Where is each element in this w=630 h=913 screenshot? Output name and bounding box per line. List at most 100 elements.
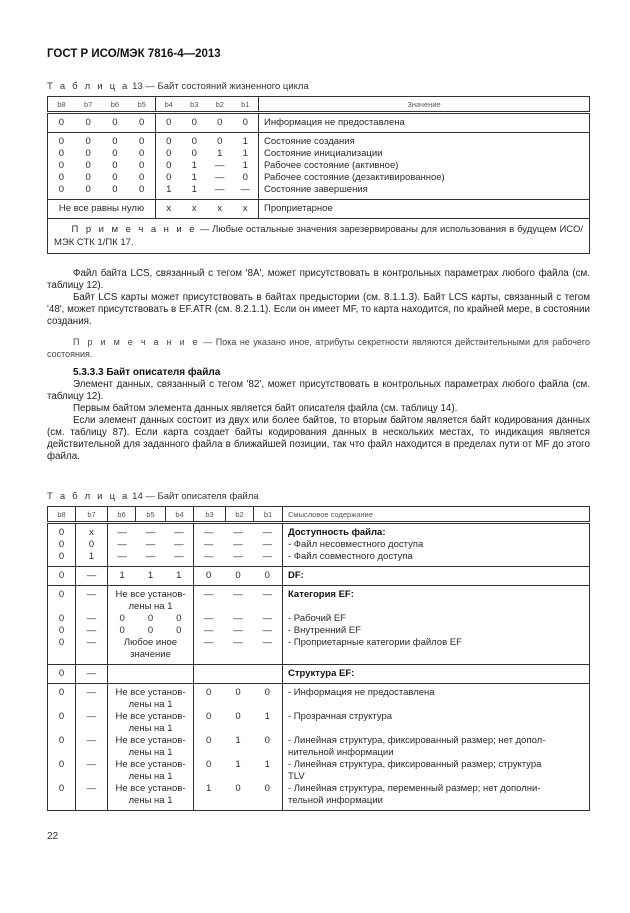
bit-value: 0 — [235, 570, 241, 581]
bit-value: 1 — [166, 184, 172, 195]
cell-line — [194, 699, 282, 711]
note-label: П р и м е ч а н и е — [73, 337, 200, 347]
section-heading: 5.3.3.3 Байт описателя файла — [73, 367, 221, 378]
bit-value: 0 — [119, 613, 125, 624]
cell-line: Состояние завершения — [264, 184, 368, 195]
bits-b6-b4: Не все установ-лены на 1 Не все установ-л… — [107, 683, 194, 811]
column-header: b7 — [75, 506, 108, 524]
bit-value: — — [262, 613, 273, 624]
table-13-caption: Т а б л и ц а 13 — Байт состояний жизнен… — [47, 81, 590, 92]
bit-value: x — [217, 203, 223, 214]
bit-value: — — [203, 637, 214, 648]
column-header: b3 — [190, 99, 199, 109]
cell-line: x — [89, 527, 94, 538]
cell-line: Любое иное — [123, 637, 178, 648]
bit-value: 1 — [242, 148, 248, 159]
bit-value: 0 — [217, 136, 223, 147]
paragraph: Элемент данных, связанный с тегом '82', … — [47, 379, 590, 402]
column-header: b4 — [165, 506, 194, 524]
column-header: b1 — [241, 99, 250, 109]
bit-value: 0 — [112, 117, 118, 128]
cell-line: TLV — [288, 771, 305, 782]
bit-value: 0 — [264, 783, 270, 794]
bit-value: 0 — [191, 148, 197, 159]
bit-value: — — [203, 539, 214, 550]
bit-value: 0 — [264, 687, 270, 698]
cell-line: лены на 1 — [128, 699, 173, 710]
cell-line — [194, 747, 282, 759]
column-header: b5 — [135, 506, 166, 524]
bits-b4-b1: 0 0 0 1 0 0 1 1 0 1—1 0 1—0 1 1— — — [155, 132, 259, 200]
table-row: Не все равны нулю x x x x Проприетарное — [47, 199, 590, 219]
meaning-cell: DF: — [282, 566, 590, 586]
bit-value: 0 — [206, 735, 212, 746]
bit-value: 0 — [191, 117, 197, 128]
table-note: П р и м е ч а н и е — Любые остальные зн… — [47, 218, 590, 254]
bit-value: 0 — [242, 117, 248, 128]
bit-value: — — [174, 539, 184, 550]
bit-values: 0 0 0 0 — [48, 136, 155, 148]
meaning-cell: - Информация не предоставлена - Прозрачна… — [282, 683, 590, 811]
cell-line: DF: — [288, 570, 304, 581]
cell-line: 0 — [58, 527, 65, 538]
caption-label: Т а б л и ц а — [47, 491, 130, 502]
bit-value: 0 — [138, 148, 145, 159]
bit-value: 1 — [147, 570, 154, 581]
bit-value: 0 — [206, 759, 212, 770]
bit-values: 0 0 0 0 — [48, 184, 155, 196]
column-header: b2 — [215, 99, 224, 109]
bit-value: 0 — [166, 172, 172, 183]
cell-line: Не все установ- — [115, 735, 186, 746]
cell-line: Не все установ- — [115, 687, 186, 698]
cell-line: Состояние инициализации — [264, 148, 383, 159]
cell-line: - Файл совместного доступа — [288, 551, 413, 562]
note-row: П р и м е ч а н и е — Любые остальные зн… — [47, 218, 590, 254]
bit-value: 0 — [85, 148, 91, 159]
bit-value: 1 — [191, 172, 197, 183]
bit-value: — — [117, 539, 127, 550]
bit-value: 0 — [112, 184, 118, 195]
paragraph: Первым байтом элемента данных является б… — [73, 403, 458, 414]
bit-value: — — [262, 589, 273, 600]
bit-value: — — [262, 539, 273, 550]
cell-line: 0 — [58, 711, 65, 722]
cell-line: лены на 1 — [128, 771, 173, 782]
bit-values: 0 0 0 — [108, 613, 193, 625]
bit-value: 0 — [191, 136, 197, 147]
meaning-cell: Состояние создания Состояние инициализаци… — [258, 132, 590, 200]
column-header: b6 — [107, 506, 136, 524]
header-row: b8 b7 b6 b5 b4 b3 b2 b1 Значение — [47, 96, 590, 114]
bit-b8: 0 — [47, 566, 76, 586]
cell-line: — — [86, 570, 97, 581]
paragraph: Байт LCS карты может присутствовать в ба… — [47, 292, 590, 327]
cell-line: - Информация не предоставлена — [288, 687, 435, 698]
caption-text: 14 — Байт описателя файла — [129, 491, 259, 502]
note-label: П р и м е ч а н и е — [71, 224, 197, 235]
bit-values: 0 0 0 — [194, 687, 282, 699]
cell-line: 0 — [58, 735, 65, 746]
bit-value: — — [240, 184, 251, 195]
bit-value: 0 — [58, 148, 65, 159]
column-header: b4 — [164, 99, 173, 109]
cell-line: — — [86, 625, 97, 636]
cell-line: лены на 1 — [128, 747, 173, 758]
bit-value: 0 — [176, 625, 182, 636]
document-header-title: ГОСТ Р ИСО/МЭК 7816-4—2013 — [47, 48, 221, 60]
bit-value: — — [145, 551, 156, 562]
bit-value: — — [174, 551, 184, 562]
bit-value: — — [174, 527, 184, 538]
table-row: 0 — Структура EF: — [47, 664, 590, 684]
bit-value: 0 — [166, 136, 172, 147]
bit-value: 0 — [235, 783, 241, 794]
cell-line — [194, 601, 282, 613]
bit-value: 0 — [166, 117, 172, 128]
cell-line: 0 — [58, 687, 65, 698]
bits-b4-b1: 0 0 0 0 — [155, 112, 259, 133]
bit-b7: — — — — — [75, 585, 108, 665]
paragraph: Если элемент данных состоит из двух или … — [47, 415, 590, 462]
cell-line: - Линейная структура, фиксированный разм… — [288, 759, 542, 770]
bit-value: — — [145, 527, 156, 538]
